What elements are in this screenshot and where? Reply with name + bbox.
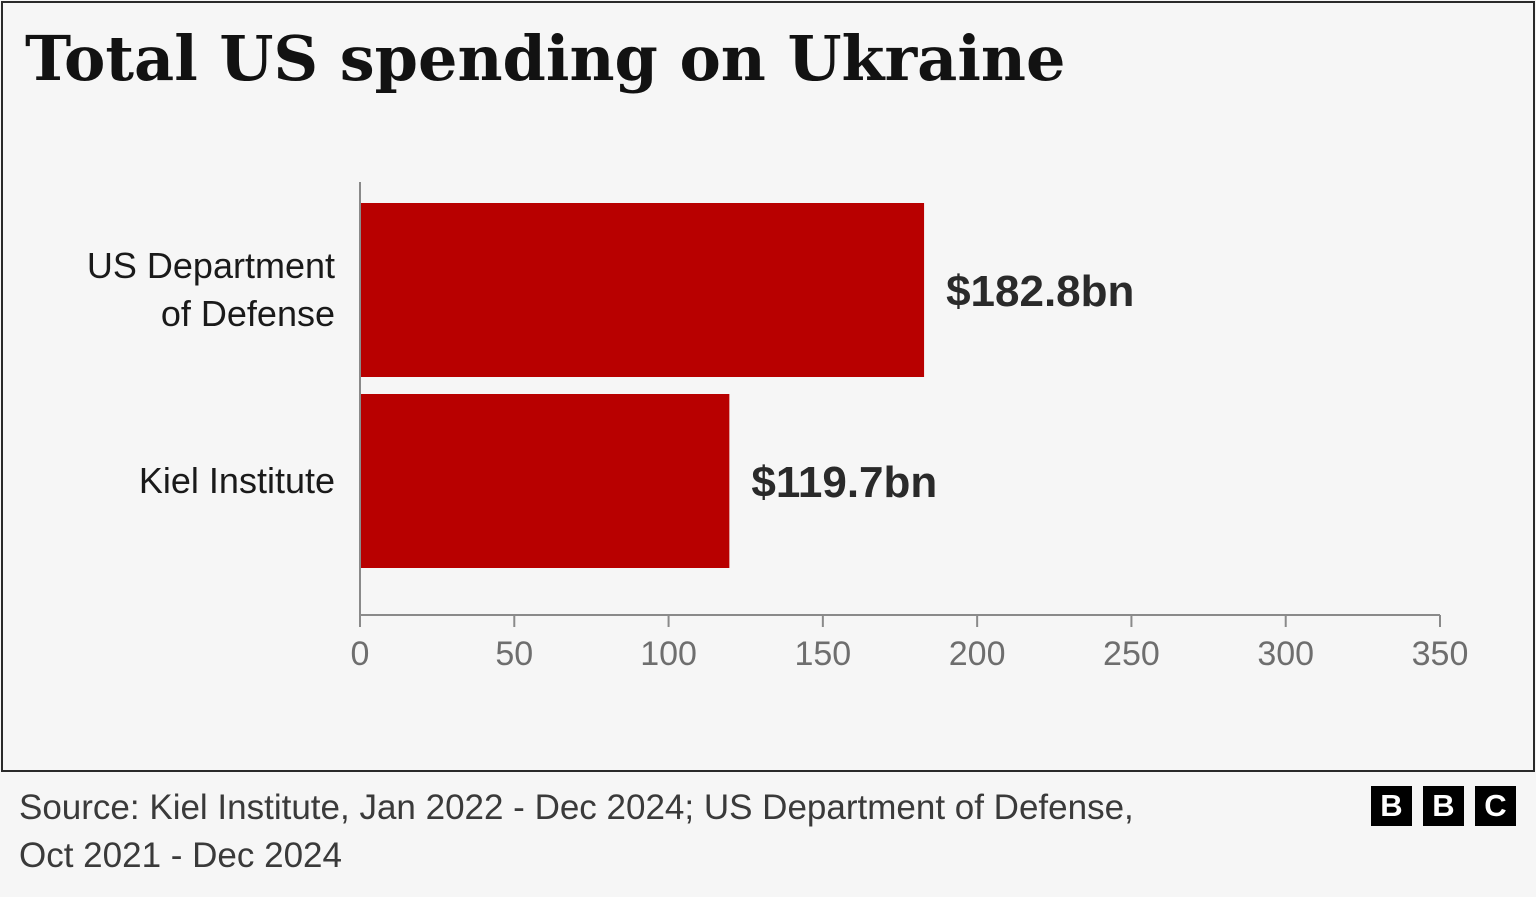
x-tick-label: 300	[1257, 635, 1314, 673]
x-tick-label: 100	[640, 635, 697, 673]
bbc-logo-letter-b1: B	[1371, 786, 1412, 826]
bbc-logo-letter-b2: B	[1423, 786, 1464, 826]
source-line-2: Oct 2021 - Dec 2024	[19, 836, 342, 875]
bar-chart: 0 50 100 150 200 250 300 350 $182.8bn US Departme…	[87, 182, 1469, 673]
bar	[361, 203, 925, 377]
bar-value-label: $182.8bn	[946, 267, 1134, 316]
chart-title: Total US spending on Ukraine	[25, 22, 1066, 95]
x-tick-label: 350	[1412, 635, 1469, 673]
x-tick-label: 50	[495, 635, 533, 673]
x-tick-label: 200	[949, 635, 1006, 673]
source-note: Source: Kiel Institute, Jan 2022 - Dec 2…	[19, 784, 1319, 880]
category-label: US Department	[87, 245, 335, 286]
bbc-logo-letter-c: C	[1475, 786, 1516, 826]
category-label: of Defense	[161, 293, 335, 334]
x-tick-label: 250	[1103, 635, 1160, 673]
category-label: Kiel Institute	[139, 460, 335, 501]
x-tick-label: 150	[794, 635, 851, 673]
bbc-logo-icon: B B C	[1371, 786, 1516, 826]
bar	[361, 394, 730, 568]
chart-frame: Total US spending on Ukraine 0 50 100 150 20…	[1, 1, 1535, 772]
source-line-1: Source: Kiel Institute, Jan 2022 - Dec 2…	[19, 788, 1134, 827]
bar-value-label: $119.7bn	[751, 458, 937, 507]
x-tick-label: 0	[351, 635, 370, 673]
